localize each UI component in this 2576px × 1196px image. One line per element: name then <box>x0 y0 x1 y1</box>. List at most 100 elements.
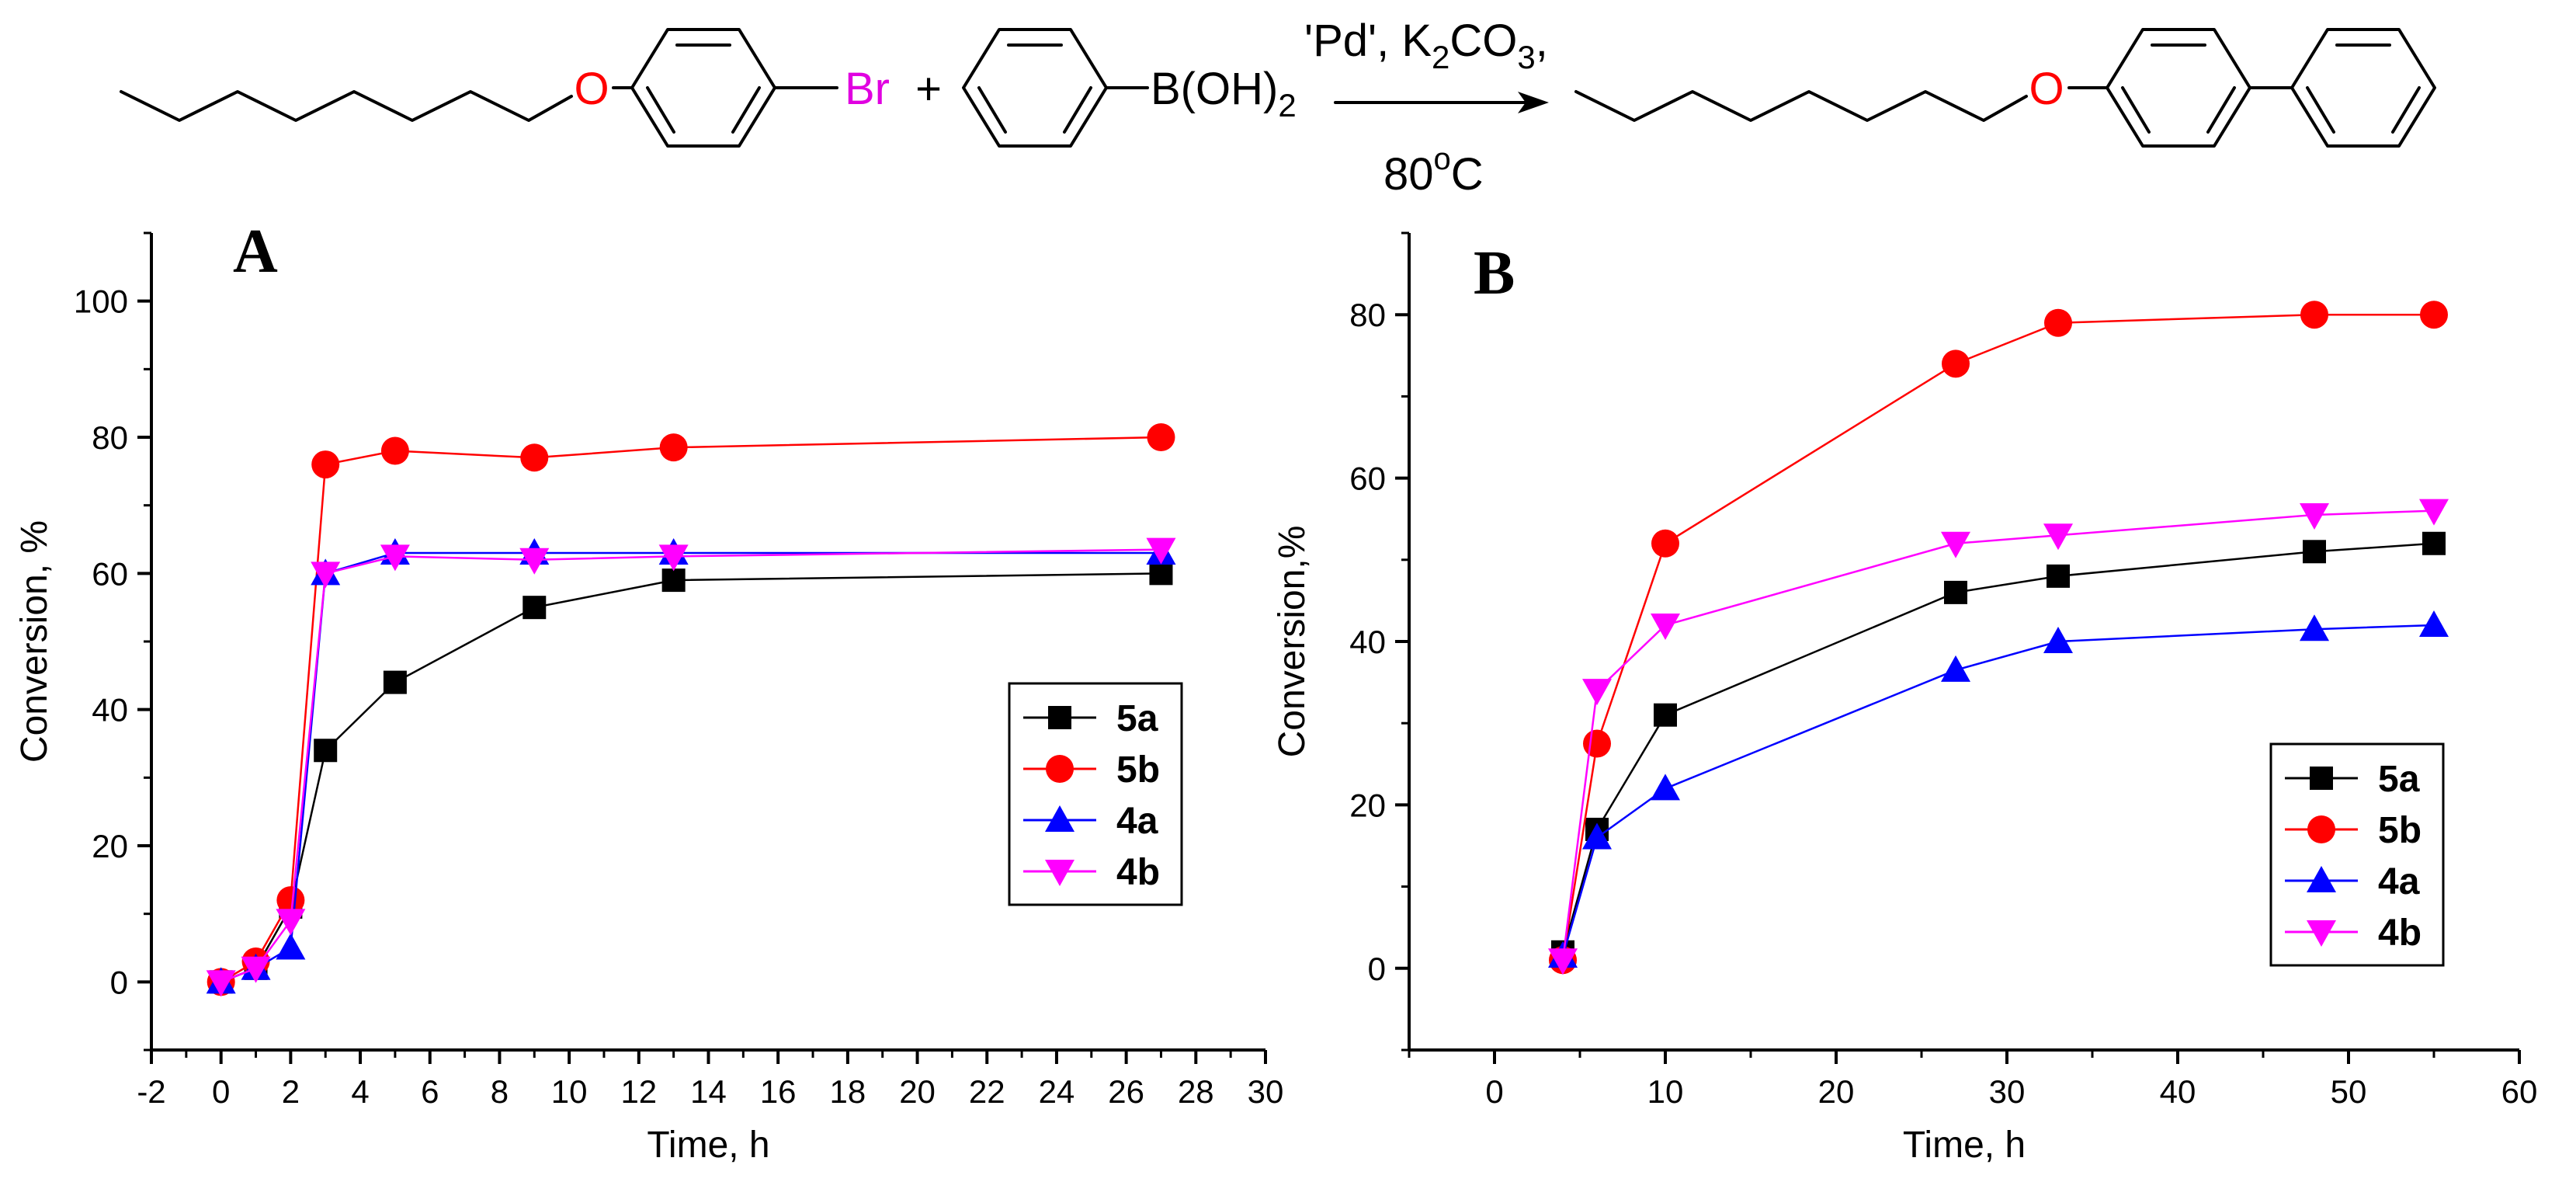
panel-a-series-4b-point <box>311 561 341 589</box>
panel-a-legend-label-4a: 4a <box>1116 801 1158 842</box>
panel-b-x-tick-label: 10 <box>1647 1073 1684 1110</box>
panel-b-legend-label-5b: 5b <box>2378 810 2422 851</box>
reactant-bromine-label: Br <box>845 64 890 114</box>
panel-b-series-4b-point <box>1548 948 1578 975</box>
panel-b-x-tick-label: 20 <box>1818 1073 1855 1110</box>
panel-b-y-axis-title: Conversion,% <box>1272 526 1313 758</box>
panel-a-x-tick-label: 28 <box>1178 1073 1214 1110</box>
panel-b-series-4a-point <box>2300 614 2329 641</box>
panel-b-series-5a-point <box>1944 580 1967 604</box>
conditions-carbonate-subscript: 3 <box>1517 39 1535 75</box>
panel-a-legend-marker-4b <box>1045 860 1074 886</box>
reaction-scheme <box>120 28 2436 148</box>
reactant-benzene-ring <box>630 28 776 148</box>
panel-b-legend-label-5a: 5a <box>2378 759 2420 800</box>
panel-a-series-5a-point <box>661 568 686 593</box>
panel-a-legend-marker-5a <box>1048 706 1071 729</box>
panel-a-series-5b-point <box>380 436 409 465</box>
panel-b-x-tick-label: 50 <box>2331 1073 2367 1110</box>
panel-a-x-tick-label: 10 <box>551 1073 588 1110</box>
panel-b-series-4b-point <box>2419 499 2449 526</box>
panel-b-series-5b-point <box>1651 529 1679 558</box>
panel-a-x-tick-label: 24 <box>1039 1073 1075 1110</box>
panel-b-legend-marker-5a <box>2310 767 2333 790</box>
panel-a-x-tick-label: 0 <box>212 1073 230 1110</box>
panel-b-series-5b-point <box>2044 308 2072 337</box>
panel-b-series-4b-point <box>1582 679 1612 706</box>
panel-a-x-tick-label: 14 <box>690 1073 727 1110</box>
panel-b-legend-marker-4a <box>2307 866 2336 892</box>
panel-a-series-4a-point <box>276 933 306 960</box>
panel-a-series-4b-point <box>241 956 271 983</box>
panel-a-series-5a-point <box>1149 561 1173 586</box>
panel-b-series-4b-point <box>2043 523 2073 551</box>
panel-b-series-5a-point <box>2047 564 2070 588</box>
panel-a-y-tick-label: 100 <box>74 283 128 320</box>
panel-a-x-tick-label: -2 <box>137 1073 165 1110</box>
boronic-acid-text: B(OH) <box>1151 64 1278 114</box>
panel-a-x-tick-label: 18 <box>830 1073 866 1110</box>
panel-b-series-5a-point <box>2422 531 2446 555</box>
panel-a-series-4b-point <box>658 544 689 572</box>
panel-a-x-axis-title: Time, h <box>647 1125 769 1166</box>
boronic-benzene-ring <box>962 28 1108 148</box>
panel-a-series-5b-point <box>276 886 305 915</box>
panel-b-series-4a-point <box>1582 822 1612 850</box>
panel-a-series-5b-point <box>659 433 688 462</box>
reactant-octyl-chain <box>120 90 573 122</box>
panel-a-legend-marker-4a <box>1045 805 1074 832</box>
panel-b-series-4b-point <box>1941 531 1970 558</box>
temperature-label: 80oC <box>1383 142 1484 200</box>
panel-a-y-tick-label: 60 <box>92 555 128 592</box>
boronic-ring-inner-bond-2 <box>1063 86 1092 134</box>
panel-b-x-tick-label: 0 <box>1485 1073 1503 1110</box>
panel-a-y-axis-title: Conversion, % <box>14 520 55 763</box>
panel-a-x-tick-label: 20 <box>899 1073 936 1110</box>
panel-b-series-5a-point <box>1654 703 1677 727</box>
panel-a-legend-marker-5b <box>1046 755 1074 783</box>
panel-a-series-5a-point <box>383 670 407 694</box>
panel-a-series-5b-point <box>311 450 340 479</box>
panel-a-y-tick-label: 80 <box>92 419 128 456</box>
panel-a-y-tick-label: 40 <box>92 692 128 728</box>
panel-a-letter: A <box>233 217 278 286</box>
panel-a-legend-label-4b: 4b <box>1116 852 1160 893</box>
panel-b-series-4a-point <box>1651 774 1680 801</box>
reactant-oxygen-label: O <box>574 64 609 114</box>
panel-b-series-4a-point <box>1941 655 1970 682</box>
panel-b-series-4b-point <box>2300 502 2329 530</box>
reaction-arrow-head <box>1518 92 1549 113</box>
reactant-ring-inner-bond-2 <box>731 86 761 134</box>
panel-a-y-tick-label: 0 <box>110 964 128 1000</box>
panel-a-series-4b-point <box>380 544 410 572</box>
panel-b-series-5b-point <box>2300 301 2328 329</box>
product-octyl-chain <box>1574 90 2028 122</box>
temperature-value: 80 <box>1383 149 1434 200</box>
panel-a-y-tick-label: 20 <box>92 828 128 864</box>
panel-a-x-tick-label: 2 <box>282 1073 300 1110</box>
panel-b-y-tick-label: 20 <box>1349 787 1386 823</box>
panel-a-series-5a-point <box>522 596 547 620</box>
product-ring1-inner-bond-3 <box>2121 86 2151 134</box>
panel-b-legend-marker-5b <box>2307 815 2335 843</box>
product-benzene-ring-2 <box>2290 28 2436 148</box>
product-ring2-inner-bond-2 <box>2391 86 2421 134</box>
temperature-degree: o <box>1434 142 1451 176</box>
panel-a-series-4b-point <box>1146 537 1176 565</box>
panel-b-letter: B <box>1474 239 1515 308</box>
temperature-unit: C <box>1451 149 1484 200</box>
panel-b-series-4a-point <box>2043 627 2073 653</box>
panel-a-x-tick-label: 22 <box>969 1073 1005 1110</box>
panel-a-x-tick-label: 4 <box>351 1073 369 1110</box>
conditions-trailing: , <box>1536 16 1548 66</box>
panel-b-series-5b-point <box>2420 301 2448 329</box>
panel-b-series-4a-point <box>2419 610 2449 637</box>
panel-b-x-tick-label: 40 <box>2160 1073 2196 1110</box>
conditions-catalyst: 'Pd', K <box>1304 16 1432 66</box>
boronic-acid-label: B(OH)2 <box>1151 64 1297 123</box>
panel-a-x-tick-label: 30 <box>1248 1073 1284 1110</box>
panel-b-series-5a-point <box>2303 540 2326 564</box>
panel-b-x-tick-label: 60 <box>2501 1073 2538 1110</box>
